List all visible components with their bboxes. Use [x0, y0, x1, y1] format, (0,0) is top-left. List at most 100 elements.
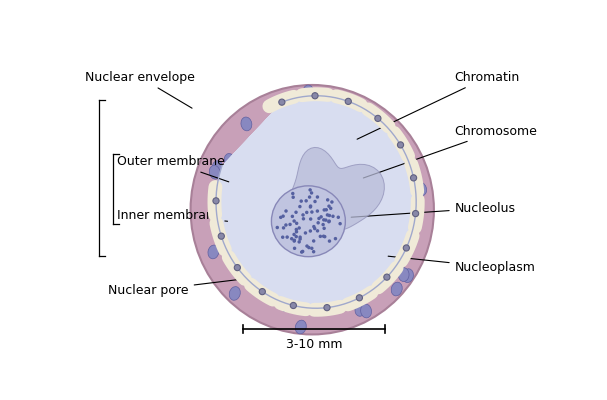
- Ellipse shape: [305, 199, 308, 202]
- Ellipse shape: [355, 302, 366, 316]
- Ellipse shape: [320, 301, 331, 315]
- Ellipse shape: [323, 235, 327, 238]
- Ellipse shape: [222, 243, 232, 256]
- Ellipse shape: [293, 239, 296, 243]
- Polygon shape: [288, 148, 384, 232]
- Ellipse shape: [336, 216, 340, 219]
- Ellipse shape: [324, 304, 330, 311]
- Ellipse shape: [271, 186, 345, 257]
- Ellipse shape: [310, 191, 313, 195]
- Ellipse shape: [279, 216, 282, 219]
- Ellipse shape: [308, 195, 311, 199]
- Text: Nucleoplasm: Nucleoplasm: [388, 256, 535, 274]
- Ellipse shape: [413, 210, 419, 217]
- Ellipse shape: [299, 237, 302, 241]
- Ellipse shape: [303, 85, 314, 99]
- Ellipse shape: [305, 211, 308, 214]
- Ellipse shape: [364, 285, 375, 299]
- Ellipse shape: [293, 219, 296, 223]
- Ellipse shape: [398, 268, 409, 282]
- Ellipse shape: [301, 213, 305, 217]
- Ellipse shape: [369, 124, 380, 138]
- Text: Nuclear envelope: Nuclear envelope: [85, 71, 195, 108]
- Ellipse shape: [319, 215, 323, 218]
- Ellipse shape: [359, 109, 370, 123]
- Ellipse shape: [288, 300, 299, 313]
- Ellipse shape: [282, 226, 285, 230]
- Ellipse shape: [392, 282, 402, 296]
- Ellipse shape: [297, 240, 301, 244]
- Ellipse shape: [384, 274, 390, 280]
- Ellipse shape: [301, 250, 305, 253]
- Ellipse shape: [326, 198, 330, 202]
- Ellipse shape: [313, 200, 317, 203]
- Ellipse shape: [219, 233, 225, 239]
- Ellipse shape: [191, 85, 434, 334]
- Ellipse shape: [334, 237, 337, 240]
- Ellipse shape: [312, 225, 316, 228]
- Ellipse shape: [277, 294, 288, 308]
- Ellipse shape: [234, 264, 240, 271]
- Ellipse shape: [293, 233, 296, 236]
- Ellipse shape: [309, 204, 313, 208]
- Ellipse shape: [327, 220, 331, 224]
- Ellipse shape: [298, 205, 302, 208]
- Ellipse shape: [316, 221, 320, 224]
- Ellipse shape: [294, 210, 298, 214]
- Ellipse shape: [382, 266, 393, 279]
- Ellipse shape: [328, 239, 331, 243]
- Ellipse shape: [302, 217, 305, 220]
- Ellipse shape: [308, 188, 312, 192]
- Ellipse shape: [345, 98, 351, 104]
- Ellipse shape: [280, 298, 292, 312]
- Ellipse shape: [325, 102, 336, 116]
- Text: Chromosome: Chromosome: [364, 125, 538, 178]
- Ellipse shape: [276, 226, 279, 229]
- Ellipse shape: [259, 288, 265, 295]
- Ellipse shape: [403, 245, 410, 251]
- Ellipse shape: [295, 320, 307, 334]
- Ellipse shape: [294, 228, 298, 231]
- Ellipse shape: [290, 302, 296, 308]
- Ellipse shape: [310, 210, 314, 214]
- Ellipse shape: [290, 237, 293, 240]
- Ellipse shape: [299, 236, 302, 239]
- Ellipse shape: [327, 204, 331, 208]
- Ellipse shape: [309, 217, 313, 221]
- Ellipse shape: [284, 209, 288, 213]
- Ellipse shape: [321, 223, 325, 226]
- Ellipse shape: [319, 235, 322, 238]
- Ellipse shape: [212, 161, 223, 174]
- Ellipse shape: [330, 200, 334, 204]
- Ellipse shape: [325, 208, 328, 212]
- Polygon shape: [216, 96, 416, 308]
- Ellipse shape: [316, 195, 319, 199]
- Ellipse shape: [294, 235, 298, 238]
- Ellipse shape: [310, 246, 314, 250]
- Ellipse shape: [322, 218, 325, 222]
- Ellipse shape: [338, 222, 342, 226]
- Ellipse shape: [285, 235, 289, 239]
- Ellipse shape: [279, 99, 285, 105]
- Ellipse shape: [208, 245, 219, 259]
- Ellipse shape: [281, 236, 285, 239]
- Ellipse shape: [415, 182, 427, 196]
- Ellipse shape: [223, 210, 234, 224]
- Ellipse shape: [312, 93, 318, 99]
- Ellipse shape: [209, 166, 220, 179]
- Ellipse shape: [309, 205, 312, 209]
- Ellipse shape: [361, 304, 371, 318]
- Ellipse shape: [390, 148, 401, 162]
- Ellipse shape: [276, 290, 287, 304]
- Ellipse shape: [295, 222, 299, 225]
- Ellipse shape: [313, 227, 316, 230]
- Ellipse shape: [312, 239, 316, 243]
- Ellipse shape: [265, 280, 276, 294]
- Ellipse shape: [282, 214, 285, 218]
- Ellipse shape: [356, 295, 362, 301]
- Ellipse shape: [308, 229, 312, 233]
- Ellipse shape: [402, 269, 413, 282]
- Ellipse shape: [316, 209, 319, 213]
- Ellipse shape: [295, 230, 298, 234]
- Ellipse shape: [300, 250, 304, 254]
